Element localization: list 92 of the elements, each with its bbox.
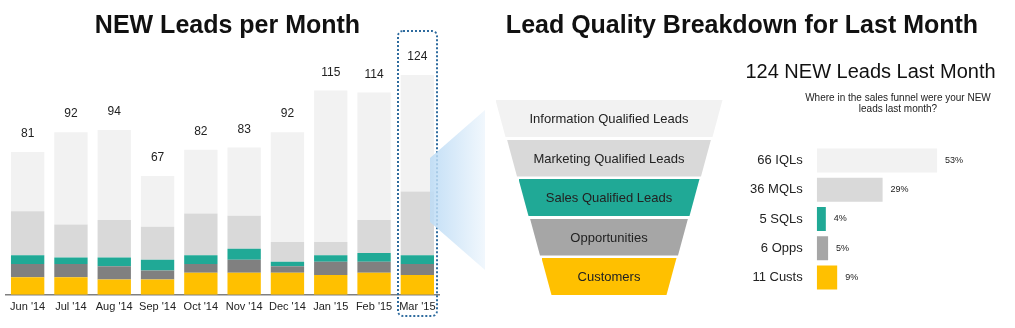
bar — [97, 266, 131, 280]
bar — [54, 132, 88, 225]
bar — [400, 255, 435, 265]
bar — [816, 265, 838, 290]
bar — [54, 277, 88, 295]
y-tick-label: 66 IQLs — [757, 152, 804, 168]
y-tick-label: 6 Opps — [760, 239, 804, 255]
annotation: 92 — [280, 106, 295, 121]
bar — [357, 92, 391, 221]
bar — [400, 275, 435, 295]
bar — [227, 248, 261, 260]
bar — [10, 151, 45, 212]
bar — [227, 272, 261, 295]
bar — [227, 147, 261, 216]
annotation: 124 — [407, 49, 428, 64]
annotation: 81 — [20, 126, 35, 141]
bar — [140, 226, 175, 260]
category-label: Opportunities — [570, 229, 648, 245]
bar — [54, 264, 88, 278]
bar — [357, 220, 391, 254]
bar — [227, 259, 261, 273]
x-tick-label: Feb '15 — [355, 300, 393, 313]
bar — [357, 272, 391, 295]
category-label: Customers — [577, 269, 641, 284]
bar — [270, 132, 305, 243]
bar — [270, 266, 305, 273]
annotation: 94 — [107, 104, 122, 119]
bar — [10, 264, 45, 278]
bar — [140, 270, 175, 280]
annotation: 83 — [237, 121, 252, 136]
bar — [97, 220, 131, 258]
category-label: Sales Qualified Leads — [545, 190, 673, 205]
bar — [314, 255, 348, 262]
bar — [314, 275, 348, 295]
bar — [270, 261, 305, 267]
x-tick-label: Dec '14 — [268, 300, 306, 313]
bar — [10, 277, 45, 295]
x-tick-label: Oct '14 — [183, 300, 219, 313]
bar — [816, 177, 883, 202]
bar — [400, 264, 435, 276]
text: Lead Quality Breakdown for Last Month — [504, 10, 980, 39]
bar — [314, 261, 348, 276]
bar — [270, 272, 305, 295]
bar — [184, 255, 218, 265]
bar — [184, 213, 218, 256]
bar — [816, 236, 829, 261]
data-label: 4% — [833, 213, 847, 224]
x-tick-label: Mar '15 — [399, 300, 436, 313]
x-tick-label: Jun '14 — [10, 300, 46, 313]
bar — [140, 259, 175, 271]
y-tick-label: 36 MQLs — [749, 181, 804, 197]
bar — [10, 255, 45, 265]
bar — [227, 215, 261, 249]
bar — [140, 176, 175, 227]
bar — [10, 211, 45, 256]
x-tick-label: Nov '14 — [225, 300, 263, 313]
data-label: 53% — [945, 154, 964, 165]
y-tick-label: 5 SQLs — [759, 210, 804, 226]
bar — [314, 90, 348, 243]
bar — [184, 149, 218, 214]
bar — [97, 257, 131, 267]
data-label: 5% — [836, 242, 850, 253]
annotation: 114 — [364, 66, 384, 81]
annotation: 82 — [194, 124, 208, 139]
annotation: 115 — [321, 64, 341, 79]
annotation: 67 — [150, 150, 165, 165]
x-tick-label: Jan '15 — [313, 300, 349, 313]
category-label: Information Qualified Leads — [529, 111, 689, 126]
bar — [816, 207, 826, 232]
bar — [97, 279, 131, 295]
x-tick-label: Sep '14 — [139, 300, 177, 313]
bar — [357, 253, 391, 262]
bar — [54, 224, 88, 258]
annotation: 92 — [64, 106, 78, 121]
data-label: 29% — [890, 184, 909, 195]
x-tick-label: Jul '14 — [55, 300, 87, 313]
category-label: Marketing Qualified Leads — [533, 150, 685, 166]
bar — [184, 272, 218, 295]
bar — [314, 242, 348, 256]
bar — [54, 257, 88, 265]
chart-subtitle: Where in the sales funnel were your NEW leads last month? — [804, 92, 992, 114]
chart-title: NEW Leads per Month — [93, 10, 362, 39]
bar — [184, 264, 218, 273]
bar — [400, 191, 435, 256]
x-tick-label: Aug '14 — [95, 300, 133, 313]
bar — [97, 129, 131, 221]
bar — [140, 279, 175, 295]
bar — [357, 261, 391, 273]
data-label: 9% — [845, 272, 859, 283]
bar — [270, 242, 305, 262]
y-tick-label: 11 Custs — [752, 269, 804, 285]
chart-title: 124 NEW Leads Last Month — [744, 60, 997, 83]
